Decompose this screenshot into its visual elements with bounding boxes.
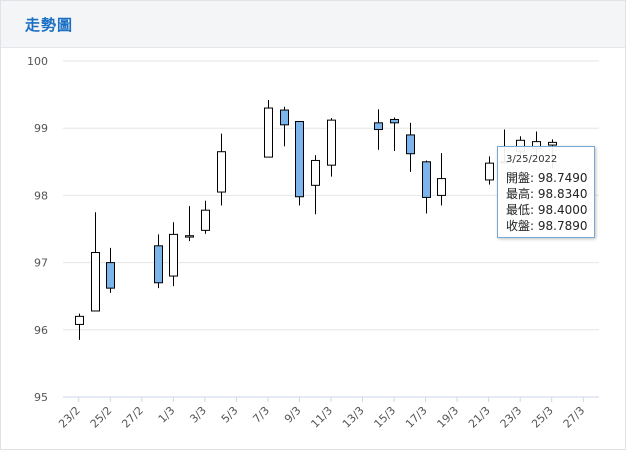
tooltip-low: 最低: 98.4000 [506,203,588,217]
candle-2022-03-02[interactable] [185,206,194,242]
candle-body [91,252,100,312]
candle-body [75,315,84,325]
candle-2022-03-04[interactable] [217,133,226,206]
tooltip-close: 收盤: 98.7890 [506,219,588,233]
x-tick-label: 9/3 [282,404,304,426]
candle-2022-02-23[interactable] [75,313,84,340]
candle-body [390,118,399,124]
candle-2022-03-09[interactable] [295,120,304,206]
candle-body [422,161,431,198]
y-tick-label: 95 [34,391,48,404]
tooltip-high: 最高: 98.8340 [506,187,588,201]
x-tick-label: 25/3 [529,404,556,431]
candle-2022-03-21[interactable] [485,156,494,185]
x-tick-label: 17/3 [403,404,430,431]
x-tick-label: 27/3 [561,404,588,431]
x-tick-label: 23/2 [56,404,83,431]
candle-body [406,134,415,155]
candle-body [374,122,383,131]
tooltip-date: 3/25/2022 [506,154,558,165]
candle-2022-03-14[interactable] [374,109,383,150]
candle-2022-03-18[interactable] [437,153,446,206]
x-tick-label: 1/3 [156,404,178,426]
candle-body [327,119,336,166]
y-tick-label: 98 [34,189,48,202]
candle-body [106,262,115,289]
candle-tooltip: 3/25/2022 開盤: 98.7490 最高: 98.8340 最低: 98… [497,146,595,238]
candles [75,99,557,340]
candle-body [185,235,194,238]
y-tick-label: 100 [27,55,48,68]
candle-2022-03-17[interactable] [422,160,431,214]
candle-body [201,209,210,231]
candle-body [217,151,226,193]
candle-2022-03-08[interactable] [280,106,289,147]
candle-body [437,178,446,196]
x-tick-label: 25/2 [88,404,115,431]
x-tick-label: 15/3 [372,404,399,431]
x-tick-label: 11/3 [308,404,335,431]
candle-2022-02-28[interactable] [154,234,163,289]
candle-2022-03-03[interactable] [201,200,210,234]
candle-body [169,233,178,277]
candle-body [295,120,304,198]
candle-2022-03-01[interactable] [169,222,178,287]
candle-2022-03-15[interactable] [390,117,399,152]
candle-body [154,245,163,284]
x-tick-label: 7/3 [250,404,272,426]
x-tick-label: 27/2 [119,404,146,431]
candle-2022-02-24[interactable] [91,212,100,312]
y-tick-label: 99 [34,122,48,135]
candle-2022-03-07[interactable] [264,99,273,158]
tooltip-open: 開盤: 98.7490 [506,171,588,185]
candle-body [548,141,557,146]
panel-header: 走勢圖 [1,1,625,48]
x-tick-label: 21/3 [466,404,493,431]
candle-2022-03-10[interactable] [311,155,320,215]
x-tick-label: 3/3 [187,404,209,426]
y-tick-label: 96 [34,324,48,337]
candle-body [485,162,494,181]
y-tick-label: 97 [34,257,48,270]
candle-2022-02-25[interactable] [106,247,115,293]
x-axis: 23/2 25/2 27/2 1/3 3/3 5/3 7/3 9/3 11/3 13/3 15/3 1… [56,396,599,431]
x-tick-label: 23/3 [498,404,525,431]
y-axis-ticks: 95 96 97 98 99 100 [27,55,48,404]
x-tick-label: 5/3 [219,404,241,426]
candle-body [280,109,289,126]
panel-title: 走勢圖 [25,16,74,34]
x-tick-label: 19/3 [435,404,462,431]
x-tick-label: 13/3 [340,404,367,431]
candle-body [311,159,320,186]
candle-2022-03-16[interactable] [406,122,415,172]
candle-2022-03-11[interactable] [327,118,336,177]
candle-body [264,107,273,158]
